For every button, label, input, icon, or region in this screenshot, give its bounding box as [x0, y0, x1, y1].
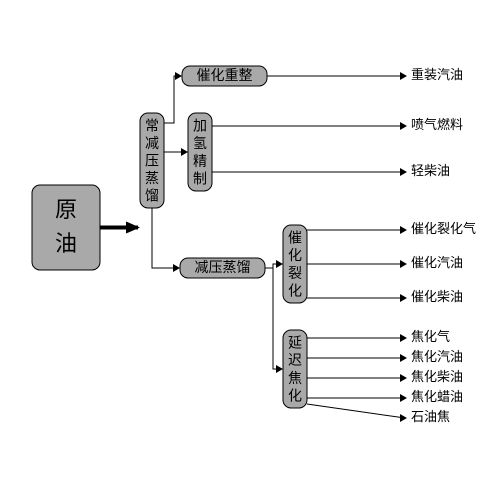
output-o10: 焦化蜡油 — [411, 389, 463, 404]
node-label-chcz: 催化重整 — [197, 68, 253, 84]
node-label-root-2: 油 — [55, 231, 77, 256]
node-label-ycjh-0: 延 — [288, 335, 302, 351]
node-label-ycjh-2: 焦 — [288, 371, 302, 387]
node-label-cjy-3: 蒸 — [145, 171, 159, 187]
output-o1: 重装汽油 — [411, 67, 463, 82]
node-label-cjy-0: 常 — [145, 118, 159, 134]
node-label-jqjz-3: 制 — [193, 172, 207, 188]
node-label-jqjz-2: 精 — [193, 154, 207, 170]
node-label-cjy-4: 馏 — [145, 189, 159, 205]
output-o11: 石油焦 — [411, 409, 450, 424]
node-label-ycjh-3: 化 — [288, 389, 302, 405]
node-label-chlh-0: 催 — [288, 230, 302, 246]
node-label-ycjh-1: 迟 — [288, 353, 302, 369]
output-o3: 轻柴油 — [411, 163, 450, 178]
node-label-chlh-2: 裂 — [288, 266, 302, 282]
output-o2: 喷气燃料 — [411, 117, 463, 132]
output-o9: 焦化柴油 — [411, 369, 463, 384]
node-chcz: 催化重整 — [182, 66, 267, 86]
output-o8: 焦化汽油 — [411, 349, 463, 364]
node-root: 原油 — [32, 185, 100, 270]
node-label-jqjz-0: 加 — [193, 118, 207, 134]
node-label-jyzl: 减压蒸馏 — [195, 260, 251, 276]
node-jyzl: 减压蒸馏 — [180, 258, 265, 278]
refinery-flowchart: 原油常减压蒸馏催化重整加氢精制减压蒸馏催化裂化延迟焦化重装汽油喷气燃料轻柴油催化… — [0, 0, 500, 500]
node-jqjz: 加氢精制 — [188, 113, 212, 191]
node-cjy: 常减压蒸馏 — [140, 113, 164, 208]
node-label-chlh-3: 化 — [288, 284, 302, 300]
node-ycjh: 延迟焦化 — [283, 330, 307, 408]
node-label-chlh-1: 化 — [288, 248, 302, 264]
node-label-cjy-2: 压 — [145, 154, 159, 169]
output-o5: 催化汽油 — [411, 255, 463, 270]
output-o6: 催化柴油 — [411, 289, 463, 304]
node-label-root-1: 原 — [55, 197, 77, 222]
node-chlh: 催化裂化 — [283, 225, 307, 303]
output-o7: 焦化气 — [411, 329, 450, 344]
output-o4: 催化裂化气 — [411, 221, 476, 236]
node-label-jqjz-1: 氢 — [193, 136, 207, 152]
node-label-cjy-1: 减 — [145, 136, 159, 152]
